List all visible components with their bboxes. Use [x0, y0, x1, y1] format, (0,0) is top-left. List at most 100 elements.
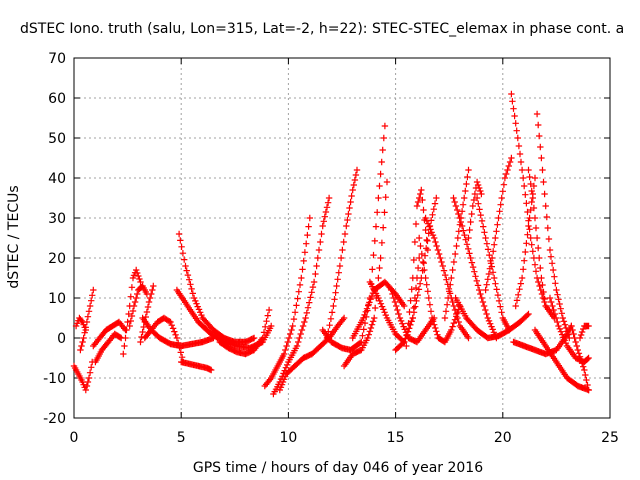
plus-marker — [570, 330, 577, 338]
plus-marker — [460, 227, 467, 234]
plus-marker — [296, 281, 304, 289]
plus-marker — [287, 330, 294, 338]
plus-marker — [135, 272, 142, 280]
plus-marker — [476, 286, 483, 294]
plus-marker — [181, 256, 188, 263]
data-series — [340, 178, 391, 370]
plus-marker — [83, 382, 91, 390]
plus-marker — [86, 369, 94, 376]
plus-marker — [268, 322, 275, 330]
plus-marker — [537, 143, 544, 151]
plus-marker — [334, 276, 341, 283]
plus-marker — [526, 226, 533, 233]
x-tick-label: 25 — [601, 430, 619, 446]
plus-marker — [376, 182, 383, 190]
plus-marker — [549, 302, 556, 310]
data-series — [403, 186, 431, 350]
plus-marker — [487, 260, 495, 267]
plus-marker — [476, 184, 483, 192]
plus-marker — [482, 306, 489, 314]
plus-marker — [347, 198, 354, 206]
plus-marker — [379, 146, 386, 154]
plus-marker — [492, 280, 499, 287]
plus-marker — [483, 240, 491, 247]
plus-marker — [426, 223, 433, 230]
plus-marker — [309, 283, 317, 291]
plus-marker — [417, 190, 424, 198]
plus-marker — [403, 342, 410, 350]
plus-marker — [571, 334, 578, 342]
plus-marker — [304, 304, 312, 311]
plus-marker — [506, 158, 514, 166]
plus-marker — [455, 210, 462, 218]
plus-marker — [332, 289, 339, 296]
plus-marker — [424, 237, 431, 245]
plus-marker — [417, 242, 424, 250]
plus-marker — [525, 166, 532, 174]
plus-marker — [439, 262, 446, 270]
plus-marker — [408, 286, 415, 293]
plus-marker — [508, 154, 515, 162]
plus-marker — [336, 262, 344, 270]
plus-marker — [300, 257, 307, 265]
plus-marker — [370, 251, 377, 259]
plus-marker — [327, 315, 335, 322]
plus-marker — [449, 323, 456, 330]
plus-marker — [585, 322, 592, 330]
plus-marker — [411, 294, 419, 302]
plus-marker — [474, 282, 482, 289]
data-series — [175, 230, 258, 346]
x-tick-label: 10 — [279, 430, 297, 446]
plus-marker — [380, 224, 387, 231]
plus-marker — [437, 254, 444, 262]
plus-marker — [408, 318, 415, 325]
plus-marker — [556, 325, 563, 333]
plus-marker — [172, 331, 179, 338]
plus-marker — [431, 321, 438, 328]
plus-marker — [535, 278, 542, 286]
plus-marker — [149, 286, 156, 294]
plus-marker — [541, 190, 548, 198]
plus-marker — [122, 334, 129, 342]
plus-marker — [488, 323, 495, 330]
plus-marker — [461, 194, 468, 202]
plus-marker — [360, 326, 367, 333]
plus-marker — [350, 181, 357, 189]
plus-marker — [340, 238, 347, 246]
plus-marker — [79, 338, 86, 346]
plus-marker — [491, 274, 498, 282]
plus-marker — [366, 328, 374, 335]
plus-marker — [515, 291, 522, 298]
plus-marker — [520, 174, 527, 182]
data-series — [178, 358, 215, 374]
plus-marker — [129, 307, 137, 315]
plus-marker — [262, 323, 269, 330]
plus-marker — [440, 267, 448, 274]
plus-marker — [533, 110, 541, 118]
plus-marker — [471, 190, 479, 198]
data-series — [323, 166, 361, 342]
plus-marker — [585, 354, 592, 362]
plus-marker — [446, 288, 453, 295]
plus-marker — [374, 209, 381, 216]
plus-marker — [324, 199, 332, 206]
plus-marker — [473, 194, 481, 202]
plus-marker — [454, 234, 461, 242]
plus-marker — [348, 192, 355, 200]
plus-marker — [323, 204, 331, 211]
plus-marker — [539, 281, 546, 289]
plus-marker — [545, 235, 553, 243]
plus-marker — [301, 249, 309, 256]
plus-marker — [547, 253, 555, 260]
plus-marker — [388, 286, 395, 294]
plus-marker — [371, 314, 378, 322]
plus-marker — [525, 310, 532, 318]
plus-marker — [326, 322, 333, 329]
plus-marker — [362, 308, 369, 315]
y-tick-label: 50 — [48, 131, 66, 147]
plus-marker — [318, 230, 325, 238]
plus-marker — [521, 182, 528, 190]
plus-marker — [322, 208, 330, 216]
plus-marker — [259, 334, 266, 342]
plus-marker — [494, 221, 501, 228]
